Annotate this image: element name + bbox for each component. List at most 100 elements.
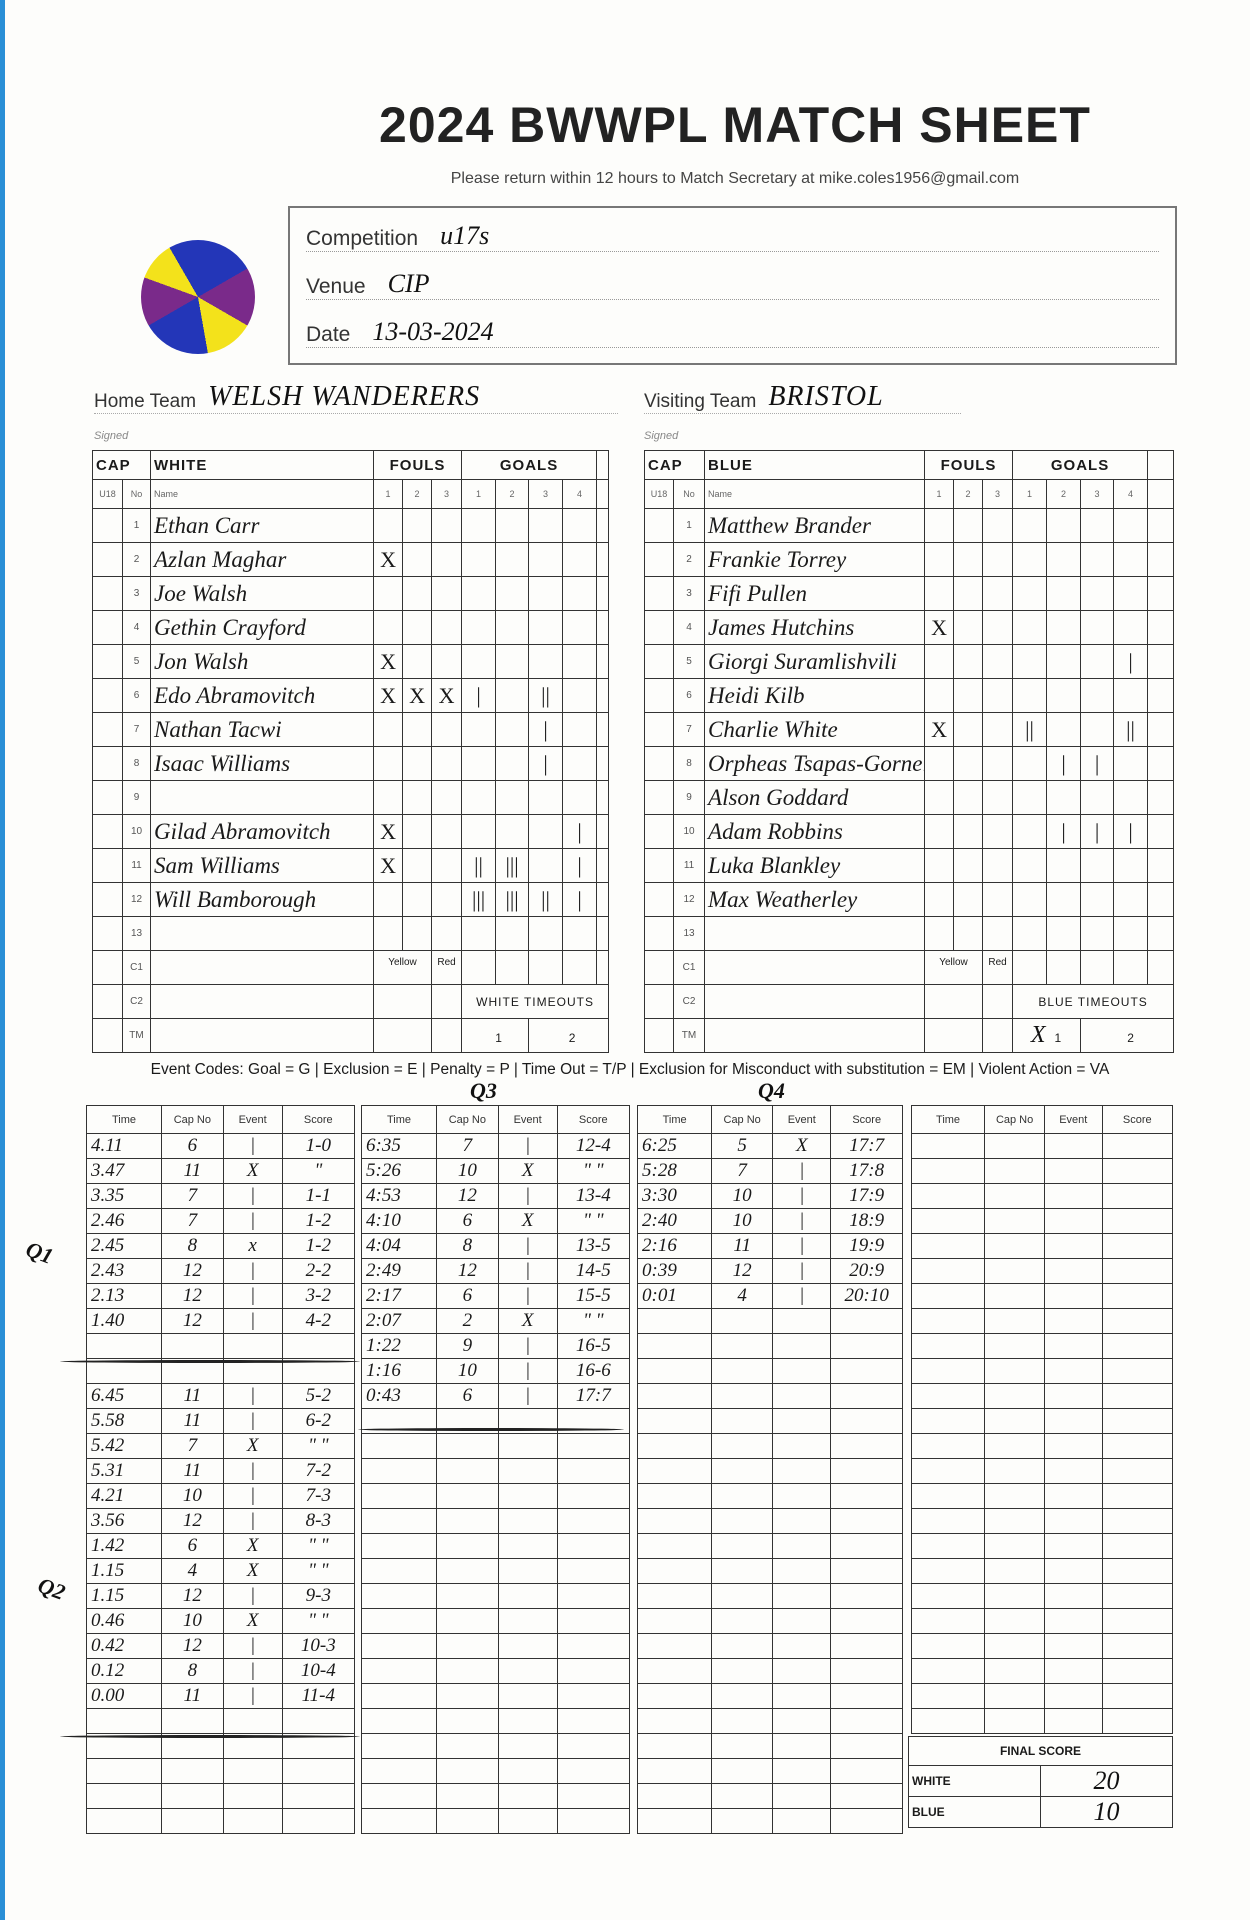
home-signed-label: Signed: [94, 430, 129, 442]
event-time: [910, 1333, 986, 1359]
foul-mark: [431, 508, 463, 543]
event-time: [636, 1358, 713, 1384]
event-cap-number: 12: [161, 1633, 224, 1659]
event-code: |: [772, 1258, 832, 1284]
event-log-table-3: Time Cap No Event Score 6:25 5 X 17:7 5:28 7 | 17:8…: [636, 1105, 903, 1834]
event-row: [636, 1708, 903, 1734]
event-score: 16-5: [556, 1333, 631, 1359]
event-time: 5.42: [85, 1433, 163, 1459]
event-time: 2.43: [85, 1258, 163, 1284]
roster-subheader-row: U18 No Name 1 2 3 1 2 3 4: [92, 479, 610, 509]
extra-cell: [1147, 542, 1175, 577]
event-code: |: [772, 1158, 832, 1184]
event-row: 0.42 12 | 10-3: [85, 1633, 356, 1659]
event-code: [497, 1558, 558, 1584]
player-name: Alson Goddard: [704, 780, 926, 815]
u18-cell: [644, 882, 674, 917]
event-row: 5.31 11 | 7-2: [85, 1458, 356, 1484]
event-score: [830, 1483, 903, 1509]
event-score: [556, 1508, 631, 1534]
goal-tally: [562, 576, 598, 611]
event-row: [636, 1358, 903, 1384]
event-row: [85, 1808, 356, 1834]
event-time: 0.42: [85, 1633, 163, 1659]
event-header-event: Event: [222, 1105, 283, 1134]
event-time: 5.58: [85, 1408, 163, 1434]
goal-tally: |: [1080, 814, 1115, 849]
goal-tally: [1080, 508, 1115, 543]
player-row: 8 Orpheas Tsapas-Gornelis | |: [644, 746, 1175, 781]
foul-mark: [953, 508, 984, 543]
event-cap-number: 6: [161, 1533, 224, 1559]
event-cap-number: [711, 1508, 774, 1534]
cap-number: 6: [672, 678, 706, 713]
event-score: 4-2: [281, 1308, 356, 1334]
foul-mark: [953, 610, 984, 645]
event-row: [360, 1758, 631, 1784]
event-score: 5-2: [281, 1383, 356, 1409]
goal-tally: [1113, 848, 1149, 883]
event-row: 1:16 10 | 16-6: [360, 1358, 631, 1384]
event-time: 2:07: [360, 1308, 438, 1334]
event-row: [910, 1508, 1173, 1534]
player-name: Charlie White: [704, 712, 926, 747]
u18-cell: [92, 950, 123, 985]
goal-tally: [1080, 678, 1115, 713]
event-cap-number: [161, 1333, 224, 1359]
event-code: [497, 1658, 558, 1684]
event-cap-number: 7: [161, 1183, 224, 1209]
event-time: [360, 1508, 438, 1534]
q2-margin-label: Q2: [34, 1572, 69, 1605]
yellow-card-label: Yellow: [924, 950, 984, 985]
goal-tally: [1080, 576, 1115, 611]
foul-mark: X: [924, 712, 955, 747]
event-row: [360, 1683, 631, 1709]
goal-tally: |||: [495, 848, 530, 883]
page-title: 2024 BWWPL MATCH SHEET: [379, 97, 1091, 153]
foul-mark: X: [431, 678, 463, 713]
event-time: [636, 1558, 713, 1584]
event-time: [360, 1458, 438, 1484]
event-code: [1044, 1433, 1103, 1459]
goal-tally: [495, 712, 530, 747]
event-score: 17:8: [830, 1158, 903, 1184]
event-time: [360, 1658, 438, 1684]
event-time: 2.46: [85, 1208, 163, 1234]
goal-tally: [1046, 780, 1082, 815]
player-name: Matthew Brander: [704, 508, 926, 543]
event-row: 4:04 8 | 13-5: [360, 1233, 631, 1259]
staff-code: TM: [121, 1018, 152, 1053]
goal-tally: [562, 644, 598, 679]
event-cap-number: [436, 1458, 499, 1484]
goal-tally: [495, 814, 530, 849]
foul-mark: [373, 610, 404, 645]
goal-tally: [1113, 746, 1149, 781]
event-cap-number: [711, 1458, 774, 1484]
event-code: [1044, 1133, 1103, 1159]
player-name: Frankie Torrey: [704, 542, 926, 577]
event-time: [910, 1633, 986, 1659]
foul-mark: [431, 542, 463, 577]
goal-tally: [562, 746, 598, 781]
event-time: [910, 1258, 986, 1284]
foul-mark: [953, 916, 984, 951]
event-cap-number: [984, 1608, 1046, 1634]
event-code: |: [222, 1258, 283, 1284]
goal-tally: [1012, 678, 1048, 713]
goal-tally: [562, 508, 598, 543]
extra-cell: [596, 814, 610, 849]
q2-end-line: [60, 1735, 360, 1738]
event-score: [1101, 1233, 1173, 1259]
event-score: [830, 1458, 903, 1484]
goal-tally: [495, 576, 530, 611]
event-cap-number: [711, 1683, 774, 1709]
event-cap-number: [711, 1808, 774, 1834]
extra-cell: [596, 916, 610, 951]
event-score: [830, 1333, 903, 1359]
goal-tally: [1113, 780, 1149, 815]
foul-mark: [982, 508, 1014, 543]
player-row: 4 James Hutchins X: [644, 610, 1175, 645]
player-row: 2 Frankie Torrey: [644, 542, 1175, 577]
event-code: [772, 1558, 832, 1584]
extra-cell: [596, 644, 610, 679]
